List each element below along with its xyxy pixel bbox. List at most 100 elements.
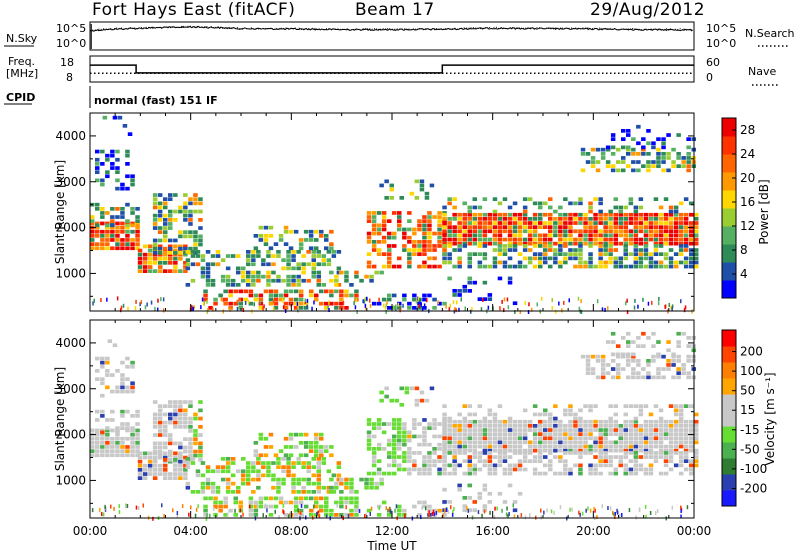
colorbar-swatch (722, 378, 736, 395)
velocity-cell (120, 373, 125, 377)
velocity-cell (527, 424, 533, 428)
velocity-cell (397, 455, 402, 459)
power-cell (633, 264, 639, 269)
power-cell (563, 217, 568, 221)
velocity-cell (558, 436, 563, 441)
power-cell (200, 270, 206, 275)
power-cell (492, 209, 498, 214)
velocity-cell (427, 455, 432, 459)
velocity-cell (125, 436, 130, 441)
velocity-cell (610, 359, 616, 363)
velocity-cell (477, 440, 483, 445)
power-cell (319, 229, 324, 234)
velocity-cell (608, 424, 613, 428)
velocity-noise-cell (135, 505, 138, 510)
velocity-cell (334, 481, 339, 486)
velocity-cell (220, 465, 226, 469)
power-cell (100, 178, 105, 183)
power-cell (316, 262, 321, 267)
power-cell (603, 264, 608, 269)
power-cell (105, 229, 110, 234)
power-cell (608, 212, 613, 217)
power-cell (278, 238, 284, 242)
power-cell (417, 240, 422, 244)
velocity-cell (641, 367, 646, 371)
power-cell (158, 248, 163, 253)
power-cell (407, 219, 412, 223)
velocity-cell (628, 432, 634, 436)
power-cell (105, 157, 110, 162)
velocity-cell (585, 367, 591, 371)
velocity-cell (578, 416, 583, 421)
velocity-noise-cell (587, 506, 589, 511)
power-cell (246, 270, 251, 275)
power-cell (90, 215, 95, 219)
power-cell (173, 218, 178, 222)
velocity-cell (558, 471, 563, 476)
velocity-cell (314, 432, 319, 437)
power-cell (371, 301, 377, 306)
velocity-cell (467, 448, 472, 453)
power-cell (225, 283, 231, 287)
velocity-cell (548, 467, 553, 472)
velocity-cell (173, 416, 178, 421)
power-cell (142, 252, 148, 257)
velocity-cell (666, 359, 671, 363)
power-cell (183, 248, 188, 253)
power-cell (442, 301, 447, 306)
power-cell (628, 221, 634, 225)
velocity-cell (306, 490, 311, 494)
power-cell (311, 270, 316, 275)
velocity-cell (588, 424, 593, 428)
velocity-cell (200, 473, 206, 478)
velocity-cell (130, 364, 135, 369)
power-cell (532, 221, 538, 225)
velocity-cell (522, 448, 528, 453)
velocity-cell (296, 477, 301, 482)
velocity-noise-cell (195, 507, 198, 512)
power-cell (324, 238, 329, 242)
power-cell (110, 229, 115, 234)
velocity-cell (95, 441, 100, 445)
velocity-cell (364, 485, 369, 490)
velocity-cell (462, 504, 467, 508)
velocity-cell (432, 418, 437, 422)
power-cell (502, 264, 508, 269)
noise-tick-left-top: 10^5 (56, 22, 86, 35)
velocity-cell (623, 436, 628, 441)
power-cell (527, 237, 533, 242)
velocity-cell (366, 438, 372, 443)
velocity-cell (613, 412, 618, 417)
velocity-cell (105, 356, 110, 361)
velocity-cell (694, 419, 699, 424)
power-noise-cell (607, 306, 609, 311)
velocity-cell (694, 436, 699, 441)
velocity-cell (633, 459, 639, 463)
velocity-noise-cell (505, 512, 508, 517)
power-noise-cell (563, 300, 565, 305)
velocity-cell (626, 359, 631, 363)
power-cell (661, 160, 666, 164)
velocity-cell (120, 385, 125, 390)
power-cell (538, 217, 543, 221)
power-cell (442, 221, 447, 225)
velocity-cell (694, 451, 699, 455)
power-noise-cell (471, 307, 473, 311)
velocity-cell (147, 468, 153, 472)
power-cell (251, 270, 256, 275)
power-cell (608, 233, 613, 238)
colorbar-frame (721, 329, 737, 507)
velocity-cell (492, 455, 498, 459)
power-cell (621, 137, 626, 141)
velocity-cell (183, 416, 188, 421)
velocity-cell (376, 442, 382, 447)
power-cell (633, 248, 639, 252)
power-cell (95, 162, 100, 166)
power-cell (641, 164, 646, 168)
velocity-cell (397, 442, 402, 447)
power-cell (407, 248, 412, 252)
power-cell (628, 264, 634, 269)
power-noise-cell (304, 298, 307, 303)
velocity-cell (626, 331, 631, 336)
velocity-cell (110, 445, 115, 449)
